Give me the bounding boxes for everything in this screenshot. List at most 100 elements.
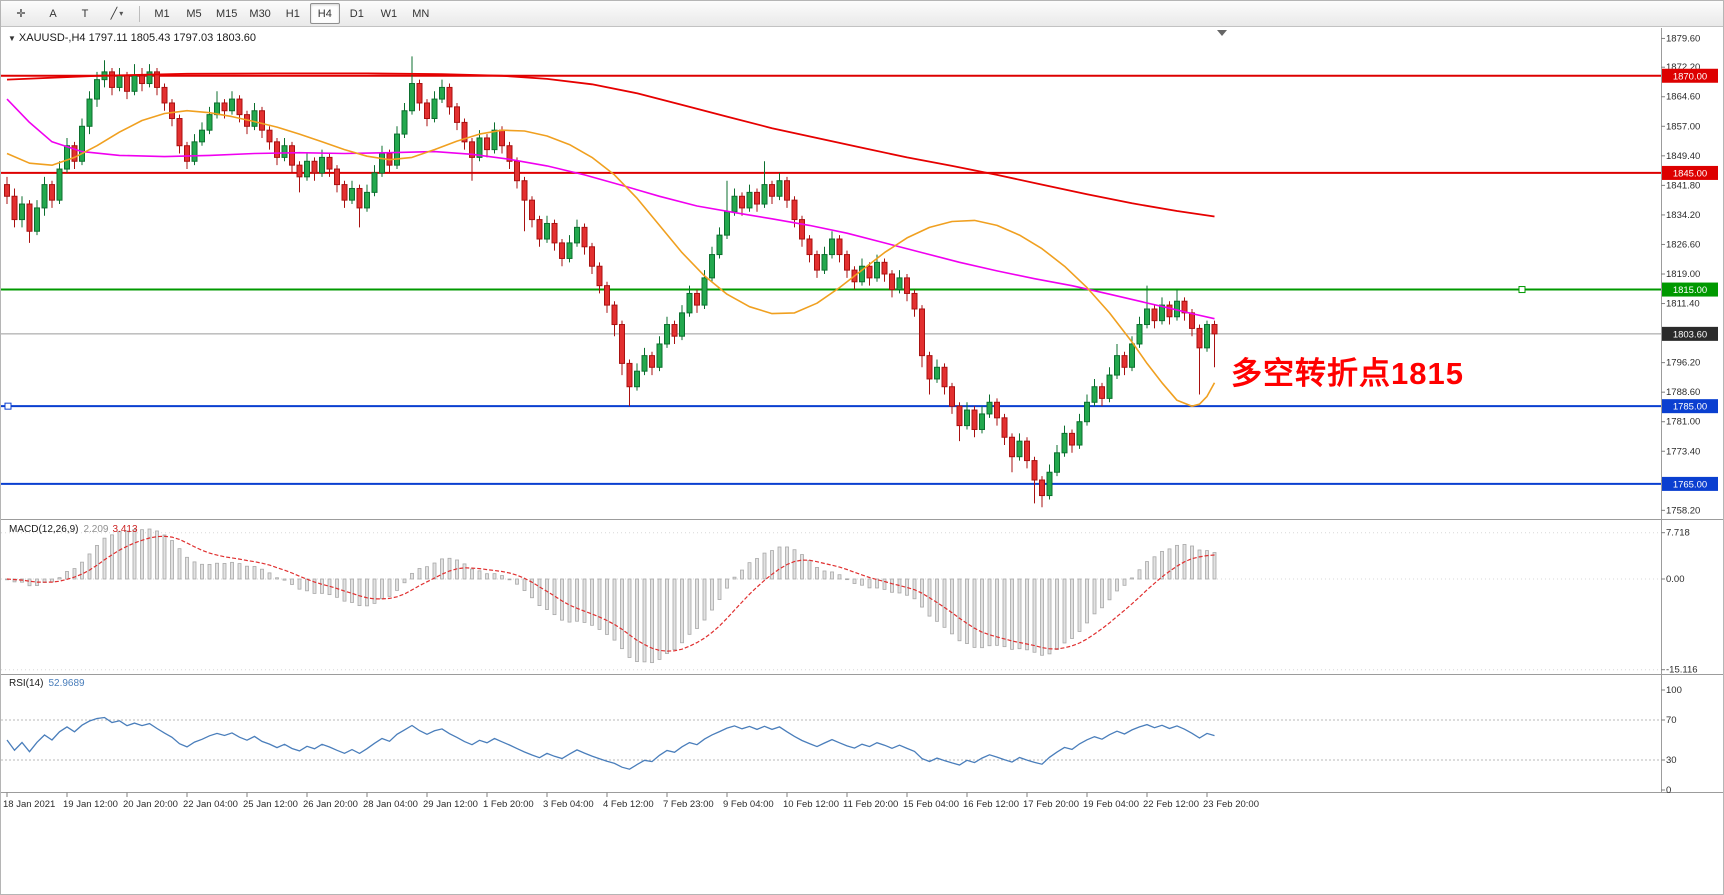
current-price-badge <box>1662 326 1718 341</box>
toolbar-divider <box>139 5 140 22</box>
svg-text:1796.20: 1796.20 <box>1666 358 1700 369</box>
svg-text:19 Jan 12:00: 19 Jan 12:00 <box>63 799 118 810</box>
rsi-indicator-label: RSI(14) 52.9689 <box>9 678 85 689</box>
chart-symbol-title: ▼ XAUUSD-,H4 1797.11 1805.43 1797.03 1803… <box>8 32 256 44</box>
svg-text:1849.40: 1849.40 <box>1666 151 1700 162</box>
svg-text:28 Jan 04:00: 28 Jan 04:00 <box>363 799 418 810</box>
svg-text:1815.00: 1815.00 <box>1673 285 1707 296</box>
ohlc-values: 1797.11 1805.43 1797.03 1803.60 <box>88 32 257 44</box>
svg-text:1788.60: 1788.60 <box>1666 387 1700 398</box>
macd-indicator-label: MACD(12,26,9) 2.209 3.413 <box>9 524 138 535</box>
timeframe-m5-button[interactable]: M5 <box>186 7 202 20</box>
timeframe-m1-button[interactable]: M1 <box>154 7 170 20</box>
svg-text:7.718: 7.718 <box>1666 528 1690 539</box>
svg-text:4 Feb 12:00: 4 Feb 12:00 <box>603 799 654 810</box>
svg-text:1864.60: 1864.60 <box>1666 92 1700 103</box>
macd-main-value: 2.209 <box>83 524 109 535</box>
panel-separators <box>1 28 1723 793</box>
rsi-name: RSI(14) <box>9 678 44 689</box>
timeframe-h4-button[interactable]: H4 <box>309 3 340 24</box>
level-price-badge <box>1662 399 1718 414</box>
svg-text:23 Feb 20:00: 23 Feb 20:00 <box>1203 799 1259 810</box>
svg-text:30: 30 <box>1666 755 1677 766</box>
medium-ma-line <box>6 98 1215 320</box>
svg-text:3 Feb 04:00: 3 Feb 04:00 <box>543 799 594 810</box>
timeframe-m30-button[interactable]: M30 <box>249 7 271 20</box>
svg-text:70: 70 <box>1666 715 1677 726</box>
svg-text:1857.00: 1857.00 <box>1666 121 1700 132</box>
svg-text:9 Feb 04:00: 9 Feb 04:00 <box>723 799 774 810</box>
svg-text:26 Jan 20:00: 26 Jan 20:00 <box>303 799 358 810</box>
svg-text:20 Jan 20:00: 20 Jan 20:00 <box>123 799 178 810</box>
svg-text:1834.20: 1834.20 <box>1666 210 1700 221</box>
svg-text:1841.80: 1841.80 <box>1666 180 1700 191</box>
macd-panel: 7.718 0.00 -15.116 <box>1 528 1698 676</box>
level-price-badge <box>1662 282 1718 297</box>
price-axis[interactable]: 1879.60 1872.20 1864.60 1857.00 1849.40 1841.… <box>1661 33 1718 516</box>
line-handle[interactable] <box>4 402 12 410</box>
svg-text:1758.20: 1758.20 <box>1666 505 1700 516</box>
arrow-tool-button[interactable]: A <box>49 7 57 20</box>
level-price-badge <box>1662 476 1718 491</box>
rsi-value: 52.9689 <box>48 678 85 689</box>
svg-text:1 Feb 20:00: 1 Feb 20:00 <box>483 799 534 810</box>
horizontal-level-lines[interactable] <box>1 74 1661 485</box>
svg-text:25 Jan 12:00: 25 Jan 12:00 <box>243 799 298 810</box>
symbol-period-label: XAUUSD-,H4 <box>18 32 86 44</box>
svg-text:15 Feb 04:00: 15 Feb 04:00 <box>903 799 959 810</box>
svg-text:1819.00: 1819.00 <box>1666 269 1700 280</box>
svg-text:1879.60: 1879.60 <box>1666 33 1700 44</box>
svg-text:1765.00: 1765.00 <box>1673 479 1707 490</box>
svg-text:1811.40: 1811.40 <box>1666 299 1700 310</box>
macd-histogram <box>5 528 1217 664</box>
timeframe-m15-button[interactable]: M15 <box>216 7 238 20</box>
chart-shift-marker-icon[interactable] <box>1217 30 1227 36</box>
svg-text:10 Feb 12:00: 10 Feb 12:00 <box>783 799 839 810</box>
svg-text:22 Jan 04:00: 22 Jan 04:00 <box>183 799 238 810</box>
macd-signal-value: 3.413 <box>112 524 138 535</box>
draw-tool-button[interactable]: ╱ ▾ <box>110 8 124 20</box>
macd-name: MACD(12,26,9) <box>9 524 79 535</box>
crosshair-tool-button[interactable]: ✛ <box>16 8 26 20</box>
fast-ma-line <box>6 109 1216 407</box>
chart-text-annotation[interactable]: 多空转折点1815 <box>1231 356 1464 391</box>
rsi-panel: 100 70 30 0 <box>1 685 1682 796</box>
svg-text:0: 0 <box>1666 785 1671 796</box>
svg-text:16 Feb 12:00: 16 Feb 12:00 <box>963 799 1019 810</box>
rsi-line <box>6 716 1215 770</box>
svg-text:22 Feb 12:00: 22 Feb 12:00 <box>1143 799 1199 810</box>
svg-text:1845.00: 1845.00 <box>1673 168 1707 179</box>
svg-text:1870.00: 1870.00 <box>1673 71 1707 82</box>
timeframe-w1-button[interactable]: W1 <box>380 7 398 20</box>
moving-averages-layer <box>6 72 1216 407</box>
level-price-badge <box>1662 165 1718 180</box>
level-price-badge <box>1662 68 1718 83</box>
text-tool-button[interactable]: T <box>81 7 89 20</box>
collapse-icon[interactable]: ▼ <box>8 34 16 43</box>
svg-text:29 Jan 12:00: 29 Jan 12:00 <box>423 799 478 810</box>
chart-toolbar: ✛ A T ╱ ▾ M1 M5 M15 M30 H1 H4 D1 W1 MN <box>1 1 1723 27</box>
slow-ma-line <box>6 72 1215 218</box>
svg-text:1773.40: 1773.40 <box>1666 446 1700 457</box>
candles-layer <box>4 56 1218 508</box>
svg-text:-15.116: -15.116 <box>1666 665 1698 676</box>
macd-signal-line <box>6 535 1215 652</box>
timeframe-h1-button[interactable]: H1 <box>285 7 300 20</box>
svg-text:19 Feb 04:00: 19 Feb 04:00 <box>1083 799 1139 810</box>
time-axis[interactable]: 18 Jan 2021 19 Jan 12:00 20 Jan 20:00 22 Ja… <box>3 792 1259 811</box>
chevron-down-icon: ▾ <box>119 9 124 18</box>
svg-text:17 Feb 20:00: 17 Feb 20:00 <box>1023 799 1079 810</box>
svg-text:7 Feb 23:00: 7 Feb 23:00 <box>663 799 714 810</box>
svg-text:1803.60: 1803.60 <box>1673 329 1707 340</box>
line-handle[interactable] <box>1518 286 1526 294</box>
svg-text:1872.20: 1872.20 <box>1666 62 1700 73</box>
timeframe-mn-button[interactable]: MN <box>412 7 430 20</box>
svg-text:100: 100 <box>1666 685 1682 696</box>
svg-text:1826.60: 1826.60 <box>1666 239 1700 250</box>
svg-text:1781.00: 1781.00 <box>1666 417 1700 428</box>
svg-text:1785.00: 1785.00 <box>1673 402 1707 413</box>
svg-text:0.00: 0.00 <box>1666 574 1685 585</box>
svg-text:18 Jan 2021: 18 Jan 2021 <box>3 799 55 810</box>
timeframe-d1-button[interactable]: D1 <box>349 7 364 20</box>
